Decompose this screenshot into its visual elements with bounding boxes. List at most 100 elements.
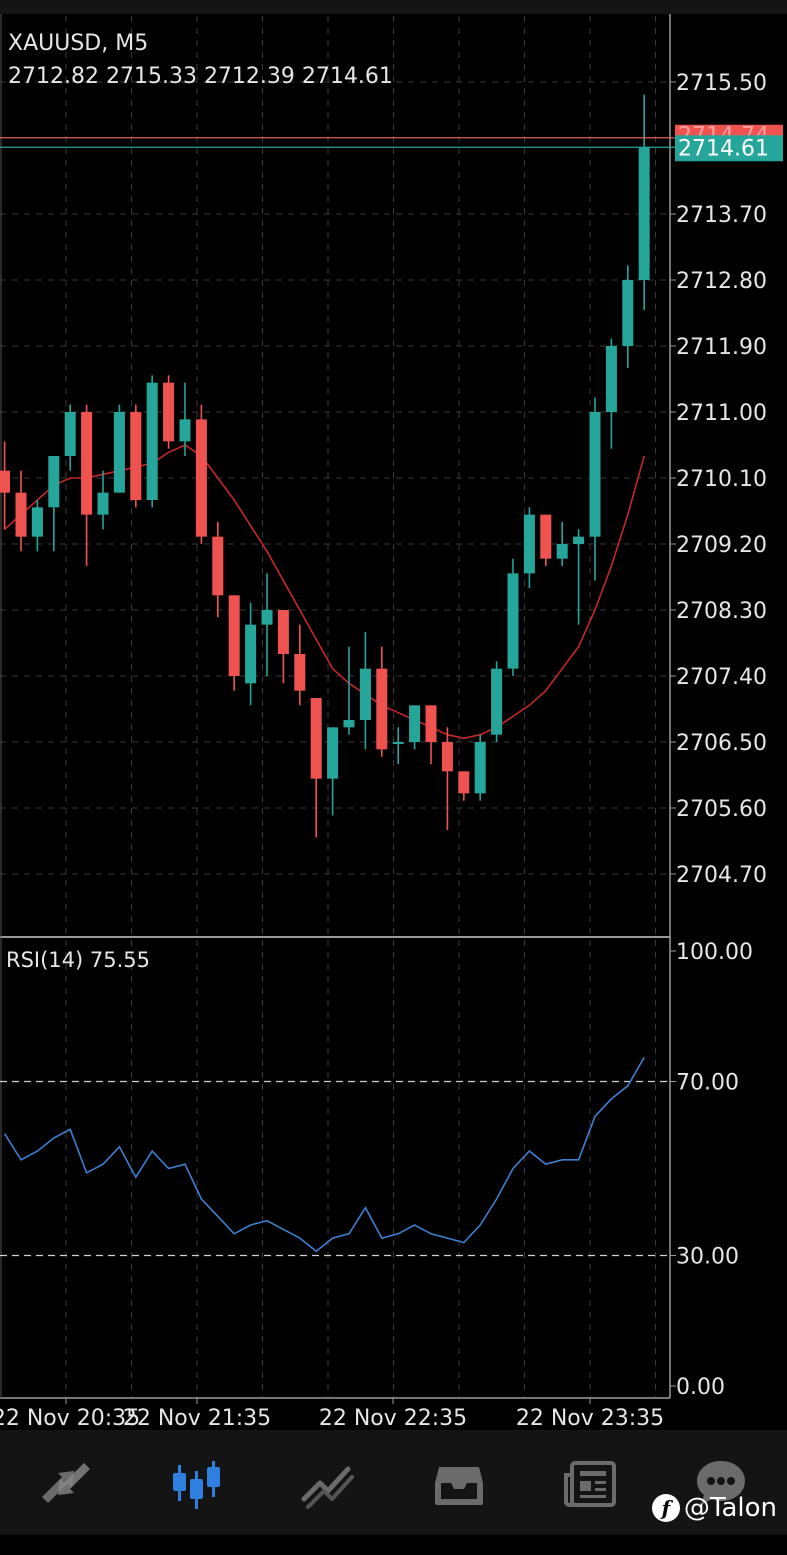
candle-body: [638, 147, 650, 280]
chart-icon: [172, 1460, 220, 1509]
candle-body: [540, 514, 552, 559]
rsi-label: RSI(14) 75.55: [6, 948, 150, 972]
price-tick-label: 2705.60: [676, 797, 767, 822]
candle: [491, 661, 503, 742]
candle-body: [507, 573, 519, 669]
price-axis: 2715.50 2713.70 2712.80 2711.90 2711.00 2710.…: [670, 71, 767, 888]
candle: [31, 500, 43, 552]
candle-body: [261, 610, 273, 625]
candle: [195, 404, 207, 544]
time-tick-label: 22 Nov 20:35: [0, 1406, 140, 1430]
candle-body: [179, 419, 191, 442]
price-tick-label: 2713.70: [676, 203, 767, 228]
quotes-icon: [41, 1462, 90, 1503]
candle: [638, 94, 650, 311]
time-tick-label: 22 Nov 22:35: [319, 1406, 467, 1430]
history-icon: [435, 1466, 484, 1505]
candle-body: [622, 280, 634, 346]
candle: [359, 632, 371, 750]
candle: [622, 265, 634, 368]
candle-body: [327, 727, 339, 779]
candle-body: [523, 514, 535, 574]
current-price-tag: [675, 135, 783, 162]
candle: [556, 522, 568, 566]
candle: [392, 727, 404, 764]
current-price-label: 2714.61: [678, 136, 769, 161]
trade-icon: [301, 1466, 354, 1509]
candle: [146, 375, 158, 508]
candle-body: [130, 412, 142, 500]
candle: [310, 698, 322, 838]
candle: [441, 727, 453, 830]
candle-body: [359, 668, 371, 720]
symbol-title: XAUUSD, M5: [8, 31, 148, 56]
candle-body: [81, 412, 93, 515]
candle-body: [605, 346, 617, 412]
candle-body: [277, 610, 289, 654]
candle-body: [573, 536, 585, 544]
price-tick-label: 2707.40: [676, 665, 767, 690]
candle: [245, 602, 257, 706]
moving-average-layer: [4, 444, 645, 740]
candle: [113, 404, 125, 493]
rsi-tick-label: 70.00: [676, 1071, 739, 1096]
more-icon: [697, 1460, 746, 1505]
watermark-text: @Talon: [683, 1493, 777, 1523]
candle-body: [0, 470, 11, 493]
candle: [409, 705, 421, 750]
candle-body: [556, 544, 568, 559]
candle-body: [294, 654, 306, 691]
candle-body: [31, 507, 43, 537]
rsi-tick-label: 100.00: [676, 940, 753, 965]
candle: [261, 573, 273, 676]
trade-button[interactable]: [288, 1443, 368, 1523]
chart-frame: [0, 14, 671, 1399]
candle: [605, 338, 617, 449]
history-button[interactable]: [419, 1443, 499, 1523]
candle: [48, 456, 60, 552]
chart-grid: [0, 16, 670, 1398]
candle: [81, 404, 93, 566]
candle-body: [310, 698, 322, 779]
rsi-tick-label: 30.00: [676, 1245, 739, 1270]
rsi-line: [3, 1056, 645, 1253]
candle: [376, 646, 388, 757]
ohlc-readout: 2712.82 2715.33 2712.39 2714.61: [8, 64, 393, 89]
candle-body: [458, 771, 470, 794]
candle: [212, 522, 224, 618]
candle-body: [343, 720, 355, 728]
candle: [327, 727, 339, 816]
candle: [589, 397, 601, 581]
chart-button[interactable]: [157, 1443, 237, 1523]
quotes-button[interactable]: [26, 1443, 106, 1523]
candle: [97, 470, 109, 530]
candle-body: [474, 742, 486, 794]
candle-body: [15, 492, 27, 537]
price-tick-label: 2711.90: [676, 335, 767, 360]
price-chart[interactable]: 2714.742714.61 2715.50 2713.70 2712.80 2711…: [0, 0, 787, 1430]
news-icon: [564, 1460, 617, 1507]
news-button[interactable]: [550, 1443, 630, 1523]
candle-body: [441, 742, 453, 772]
candle-body: [48, 456, 60, 508]
candle: [15, 470, 27, 552]
rsi-tick-label: 0.00: [676, 1375, 725, 1400]
candle: [425, 705, 437, 764]
candle-body: [392, 742, 404, 744]
candle-body: [376, 668, 388, 750]
more-button[interactable]: [681, 1443, 761, 1523]
price-tick-label: 2710.10: [676, 467, 767, 492]
candle-body: [195, 419, 207, 537]
candle: [458, 771, 470, 801]
time-tick-label: 22 Nov 23:35: [516, 1406, 664, 1430]
candle: [507, 558, 519, 676]
candle-body: [409, 705, 421, 742]
candle-body: [228, 595, 240, 676]
candle-body: [97, 492, 109, 515]
candle: [540, 514, 552, 566]
candle: [343, 646, 355, 735]
candle-body: [212, 536, 224, 596]
price-tick-label: 2715.50: [676, 71, 767, 96]
candle-body: [245, 624, 257, 684]
